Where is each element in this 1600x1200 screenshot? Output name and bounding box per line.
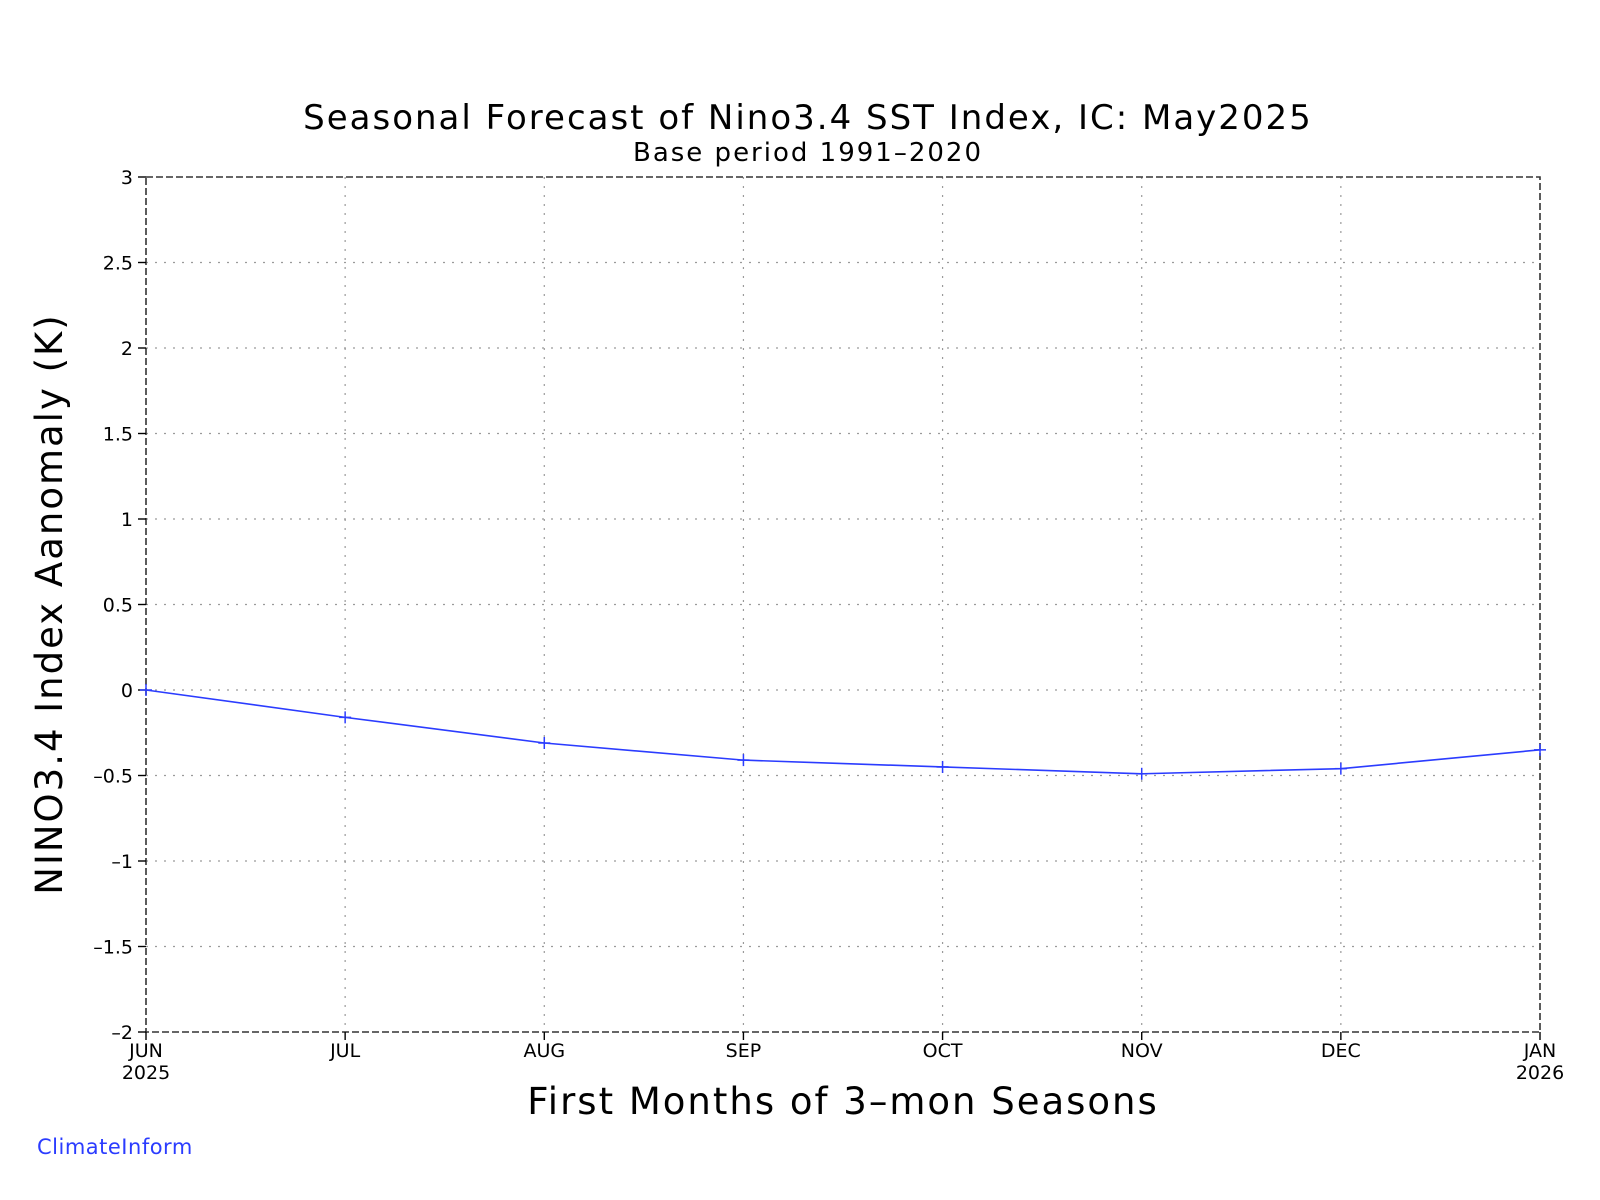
data-point: [1534, 743, 1546, 756]
data-point: [1334, 762, 1347, 775]
y-tick-label: 1: [121, 509, 133, 531]
data-point: [140, 684, 152, 696]
data-point: [538, 737, 551, 750]
y-tick-label: –1.5: [93, 937, 133, 959]
y-tick-label: –2: [111, 1022, 133, 1044]
series-line: [145, 689, 1541, 775]
x-tick-label: AUG: [523, 1040, 565, 1062]
y-axis: 3 2.5 2 1.5 1 0.5 0 –0.5 –1 –1.5 –2: [93, 167, 146, 1044]
chart-subtitle: Base period 1991–2020: [633, 138, 983, 168]
x-tick-label: JUL: [329, 1040, 361, 1062]
data-point: [1135, 767, 1148, 780]
data-point: [737, 754, 750, 767]
x-tick-label: JUN: [128, 1040, 163, 1062]
y-tick-label: –0.5: [93, 766, 133, 788]
y-tick-label: –1: [111, 851, 133, 873]
x-tick-label: NOV: [1121, 1040, 1163, 1062]
x-tick-label: SEP: [726, 1040, 762, 1062]
y-tick-label: 0.5: [103, 595, 133, 617]
chart-title: Seasonal Forecast of Nino3.4 SST Index, …: [303, 98, 1313, 138]
y-tick-label: 0: [121, 680, 133, 702]
y-tick-label: 2.5: [103, 253, 133, 275]
y-tick-label: 3: [121, 167, 133, 189]
y-tick-label: 1.5: [103, 424, 133, 446]
plot-frame: [145, 176, 1541, 1033]
x-tick-label: JAN: [1523, 1040, 1556, 1062]
x-tick-label: OCT: [923, 1040, 963, 1062]
credit-label: ClimateInform: [37, 1135, 193, 1159]
x-tick-year: 2025: [122, 1062, 170, 1084]
series-layer: [140, 684, 1546, 780]
y-axis-label: NINO3.4 Index Aanomaly (K): [28, 313, 71, 894]
data-point: [936, 760, 949, 773]
x-tick-year: 2026: [1516, 1062, 1564, 1084]
x-tick-label: DEC: [1321, 1040, 1361, 1062]
gridlines: [146, 177, 1540, 1032]
x-axis-label: First Months of 3–mon Seasons: [527, 1080, 1159, 1123]
data-point: [339, 711, 352, 724]
y-tick-label: 2: [121, 338, 133, 360]
